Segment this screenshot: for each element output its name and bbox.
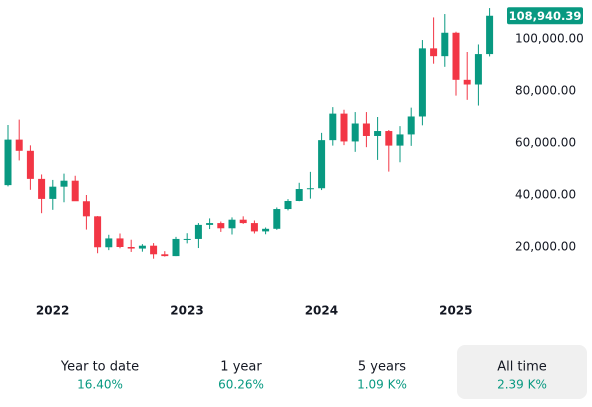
candle-body xyxy=(250,223,258,232)
candle-body xyxy=(127,247,135,249)
candle-body xyxy=(340,113,348,142)
candle-body xyxy=(4,139,12,186)
range-selected-bg[interactable] xyxy=(457,345,587,399)
y-tick-label: 80,000.00 xyxy=(515,84,576,98)
candle-body xyxy=(26,150,34,179)
candle-body xyxy=(82,201,90,217)
candle-body xyxy=(217,223,225,229)
y-tick-label: 60,000.00 xyxy=(515,136,576,150)
candle-body xyxy=(183,238,191,240)
range-label[interactable]: Year to date xyxy=(60,360,139,375)
candle-body xyxy=(273,209,281,229)
range-label[interactable]: 1 year xyxy=(220,360,262,375)
candle-body xyxy=(463,79,471,85)
range-label[interactable]: All time xyxy=(497,360,547,375)
candle-body xyxy=(284,200,292,210)
candle-body xyxy=(150,245,158,255)
candle-body xyxy=(49,186,57,199)
x-tick-label: 2024 xyxy=(305,304,338,318)
candle-body xyxy=(38,178,46,199)
candle-body xyxy=(396,134,404,146)
candle-body xyxy=(407,116,415,135)
price-label-bg xyxy=(507,7,583,25)
candle-body xyxy=(374,131,382,136)
range-change[interactable]: 2.39 K% xyxy=(497,378,547,392)
candle-body xyxy=(206,223,214,225)
x-tick-label: 2022 xyxy=(36,304,69,318)
candle-body xyxy=(239,219,247,224)
candle-body xyxy=(60,180,68,187)
candle-body xyxy=(105,238,113,248)
candle-body xyxy=(486,15,494,55)
candle-body xyxy=(138,245,146,249)
x-tick-label: 2025 xyxy=(439,304,472,318)
candle-body xyxy=(329,113,337,141)
candle-body xyxy=(161,254,169,257)
candle-body xyxy=(306,188,314,190)
range-change[interactable]: 60.26% xyxy=(218,378,264,392)
y-tick-label: 100,000.00 xyxy=(515,32,584,46)
candle-body xyxy=(474,54,482,85)
candle-body xyxy=(351,123,359,142)
candle-body xyxy=(94,216,102,248)
candle-body xyxy=(172,238,180,257)
y-tick-label: 40,000.00 xyxy=(515,188,576,202)
range-label[interactable]: 5 years xyxy=(358,360,406,375)
candle-body xyxy=(418,48,426,117)
candle-body xyxy=(430,48,438,57)
candle-body xyxy=(362,123,370,136)
candle-body xyxy=(228,219,236,229)
candle-body xyxy=(116,238,124,247)
price-label: 108,940.39 xyxy=(509,9,582,23)
x-tick-label: 2023 xyxy=(170,304,203,318)
candle-body xyxy=(194,224,202,239)
candle-body xyxy=(452,32,460,80)
candle-body xyxy=(385,131,393,146)
range-change[interactable]: 1.09 K% xyxy=(357,378,407,392)
candle-body xyxy=(71,180,79,202)
candle-body xyxy=(15,139,23,151)
candle-body xyxy=(441,32,449,57)
y-tick-label: 20,000.00 xyxy=(515,240,576,254)
candle-body xyxy=(262,228,270,232)
range-change[interactable]: 16.40% xyxy=(77,378,123,392)
candle-body xyxy=(318,140,326,189)
candle-body xyxy=(295,189,303,201)
